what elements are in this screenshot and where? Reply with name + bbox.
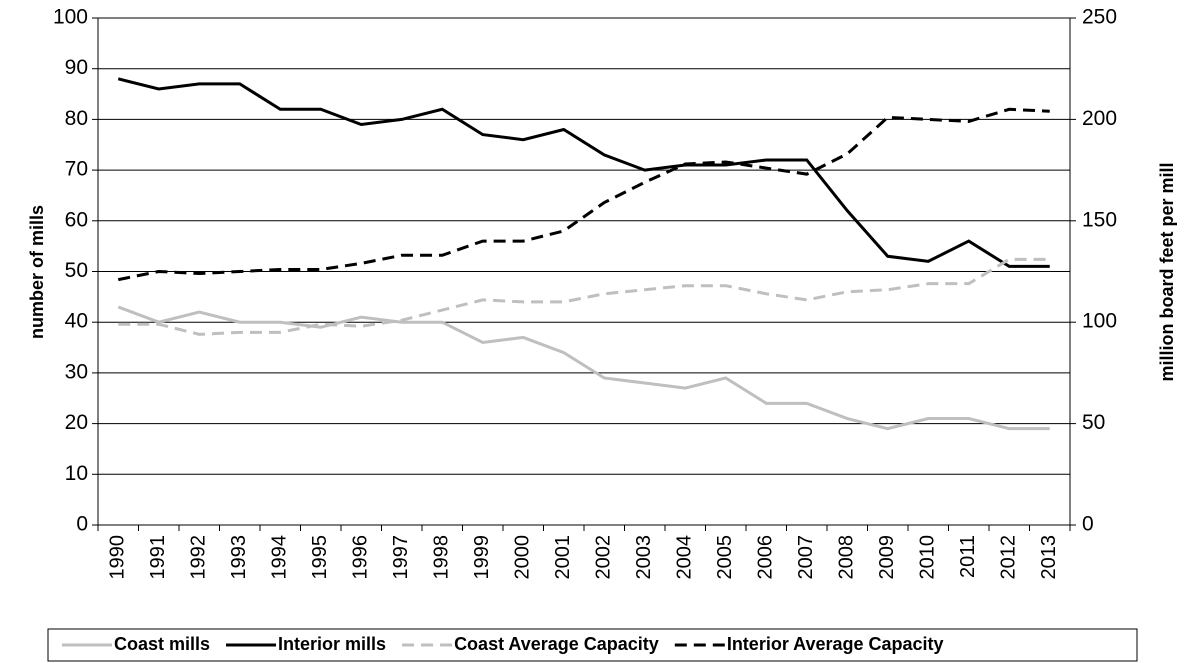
y-tick-label: 40 bbox=[65, 310, 88, 333]
y-tick-label: 60 bbox=[65, 208, 88, 231]
x-tick-label: 2008 bbox=[836, 535, 858, 580]
x-tick-label: 1991 bbox=[147, 535, 169, 580]
x-tick-label: 1997 bbox=[390, 535, 412, 580]
x-tick-label: 2003 bbox=[633, 535, 655, 580]
y2-tick-label: 200 bbox=[1082, 107, 1117, 130]
y2-tick-label: 0 bbox=[1082, 513, 1094, 536]
x-tick-label: 2013 bbox=[1038, 535, 1060, 580]
x-tick-label: 1994 bbox=[269, 535, 291, 580]
legend-label: Coast mills bbox=[114, 634, 210, 654]
x-tick-label: 1996 bbox=[350, 535, 372, 580]
x-tick-label: 1993 bbox=[228, 535, 250, 580]
x-tick-label: 2007 bbox=[795, 535, 817, 580]
x-tick-label: 2006 bbox=[755, 535, 777, 580]
x-tick-label: 1999 bbox=[471, 535, 493, 580]
x-tick-label: 2000 bbox=[512, 535, 534, 580]
x-tick-label: 2004 bbox=[674, 535, 696, 580]
x-tick-label: 1995 bbox=[309, 535, 331, 580]
legend-box bbox=[47, 628, 1138, 662]
y-axis-label: number of mills bbox=[27, 205, 47, 339]
x-tick-label: 2002 bbox=[593, 535, 615, 580]
y-tick-label: 0 bbox=[76, 513, 88, 536]
series-line bbox=[118, 257, 1050, 336]
y2-tick-label: 50 bbox=[1082, 411, 1105, 434]
x-tick-label: 1992 bbox=[188, 535, 210, 580]
y2-tick-label: 150 bbox=[1082, 208, 1117, 231]
legend-label: Coast Average Capacity bbox=[454, 634, 659, 654]
x-tick-label: 1990 bbox=[107, 535, 129, 580]
y-tick-label: 30 bbox=[65, 360, 88, 383]
x-tick-label: 2010 bbox=[917, 535, 939, 580]
y2-axis-label: million board feet per mill bbox=[1157, 162, 1177, 381]
y-tick-label: 70 bbox=[65, 158, 88, 181]
series-line bbox=[117, 77, 1050, 268]
x-tick-label: 2009 bbox=[876, 535, 898, 580]
x-tick-label: 2011 bbox=[957, 535, 979, 578]
y-tick-label: 10 bbox=[65, 462, 88, 485]
x-tick-label: 2005 bbox=[714, 535, 736, 580]
y-tick-label: 90 bbox=[65, 56, 88, 79]
y-tick-label: 50 bbox=[65, 259, 88, 282]
legend-label: Interior mills bbox=[278, 634, 386, 654]
series-line bbox=[117, 305, 1050, 431]
y-tick-label: 20 bbox=[65, 411, 88, 434]
y-tick-label: 100 bbox=[53, 6, 88, 29]
x-tick-label: 2012 bbox=[998, 535, 1020, 580]
x-tick-label: 1998 bbox=[431, 535, 453, 580]
y2-tick-label: 250 bbox=[1082, 6, 1117, 29]
x-tick-label: 2001 bbox=[552, 535, 574, 580]
y-tick-label: 80 bbox=[65, 107, 88, 130]
series-line bbox=[117, 107, 1050, 282]
y2-tick-label: 100 bbox=[1082, 310, 1117, 333]
legend-label: Interior Average Capacity bbox=[727, 634, 944, 654]
